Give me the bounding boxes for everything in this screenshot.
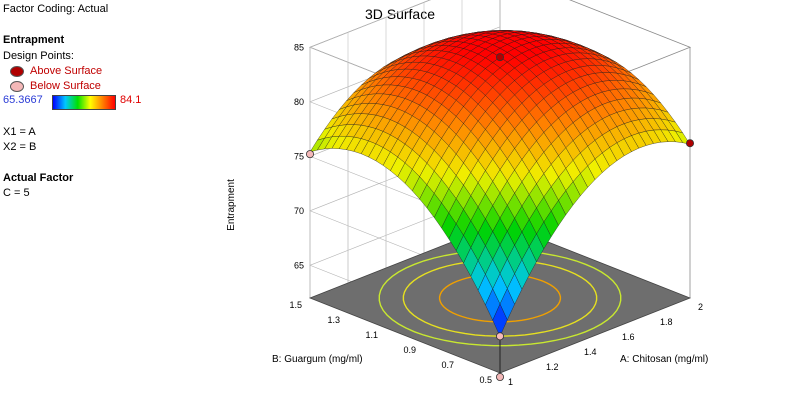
x1-mapping: X1 = A bbox=[3, 126, 36, 138]
x-tick-label: 1.2 bbox=[546, 362, 559, 372]
y-axis-label: B: Guargum (mg/ml) bbox=[272, 354, 363, 365]
x-axis-label: A: Chitosan (mg/ml) bbox=[620, 354, 708, 365]
z-tick-label: 65 bbox=[294, 260, 304, 270]
above-surface-marker-icon bbox=[10, 65, 24, 77]
design-point bbox=[495, 53, 504, 62]
y-tick-label: 1.1 bbox=[365, 330, 378, 340]
design-point bbox=[495, 372, 504, 381]
surface-patch bbox=[492, 303, 508, 337]
color-scale-bar bbox=[52, 95, 116, 110]
above-surface-label: Above Surface bbox=[30, 65, 103, 77]
y-tick-label: 1.5 bbox=[289, 300, 302, 310]
y-tick-label: 0.9 bbox=[403, 345, 416, 355]
legend-above-surface: Above Surface bbox=[10, 65, 102, 77]
design-point bbox=[305, 150, 314, 159]
color-scale-max: 84.1 bbox=[120, 94, 142, 106]
below-surface-label: Below Surface bbox=[30, 80, 101, 92]
x-tick-label: 1 bbox=[508, 377, 513, 387]
z-axis-label: Entrapment bbox=[226, 179, 237, 231]
z-tick-label: 70 bbox=[294, 206, 304, 216]
x-tick-label: 1.6 bbox=[622, 332, 635, 342]
x-tick-label: 2 bbox=[698, 302, 703, 312]
y-tick-label: 1.3 bbox=[327, 315, 340, 325]
design-point bbox=[686, 139, 695, 148]
z-tick-label: 85 bbox=[294, 42, 304, 52]
actual-factor-title: Actual Factor bbox=[3, 172, 74, 184]
y-tick-label: 0.7 bbox=[441, 360, 454, 370]
chart-title: 3D Surface bbox=[364, 6, 436, 22]
legend-below-surface: Below Surface bbox=[10, 80, 101, 92]
z-tick-label: 80 bbox=[294, 97, 304, 107]
factor-coding-label: Factor Coding: Actual bbox=[3, 3, 109, 15]
x-tick-label: 1.8 bbox=[660, 317, 673, 327]
below-surface-marker-icon bbox=[10, 80, 24, 92]
y-tick-label: 0.5 bbox=[479, 375, 492, 385]
color-scale-min: 65.3667 bbox=[3, 94, 43, 106]
x2-mapping: X2 = B bbox=[3, 141, 37, 153]
design-point bbox=[495, 332, 504, 341]
response-title: Entrapment bbox=[3, 34, 65, 46]
z-tick-label: 75 bbox=[294, 151, 304, 161]
x-tick-label: 1.4 bbox=[584, 347, 597, 357]
design-points-label: Design Points: bbox=[3, 50, 74, 62]
actual-factor-value: C = 5 bbox=[3, 187, 30, 199]
